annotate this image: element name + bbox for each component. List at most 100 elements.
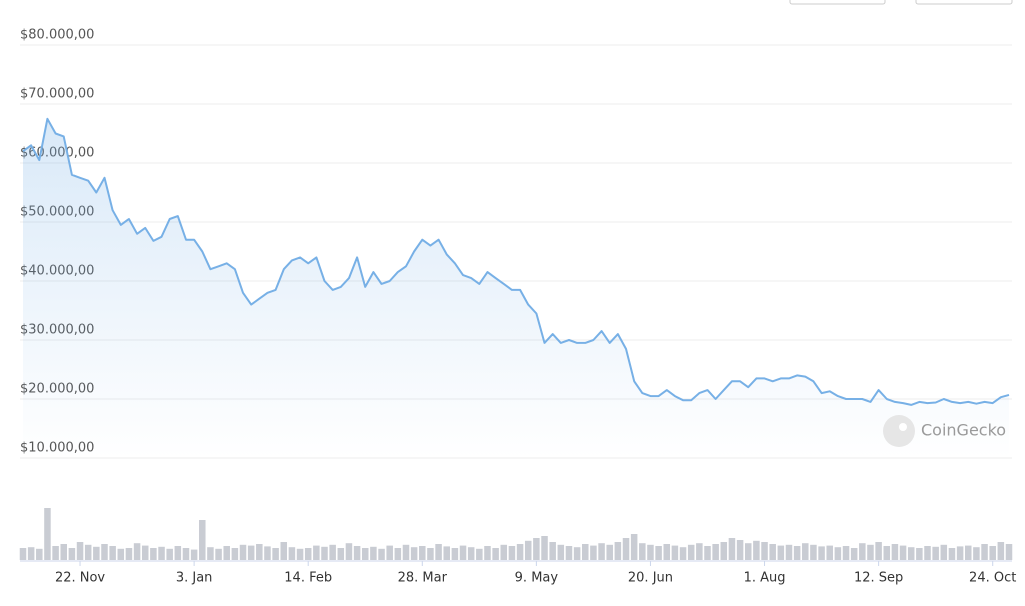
volume-bar: [663, 544, 671, 560]
volume-bar: [761, 542, 768, 560]
volume-bar: [451, 548, 459, 560]
y-tick-label: $70.000,00: [20, 87, 94, 102]
volume-bar: [907, 547, 915, 560]
volume-bar: [989, 546, 996, 560]
volume-bar: [484, 546, 491, 560]
volume-bar: [704, 546, 711, 560]
volume-bar: [125, 548, 133, 560]
volume-bar: [410, 547, 418, 560]
x-tick-label: 14. Feb: [284, 571, 332, 586]
range-button[interactable]: [915, 0, 1013, 5]
x-tick-label: 28. Mar: [398, 571, 448, 586]
volume-bar: [557, 544, 565, 560]
price-area: [23, 118, 1009, 459]
volume-bar: [386, 545, 393, 560]
volume-bar: [476, 548, 483, 560]
volume-bar: [27, 547, 35, 560]
volume-bar: [427, 548, 434, 560]
volume-bar: [533, 538, 540, 560]
volume-bar: [549, 542, 556, 560]
volume-bar: [582, 544, 589, 560]
price-line: [22, 117, 1010, 406]
volume-bar: [402, 544, 410, 560]
volume-bar: [883, 546, 891, 560]
volume-bar: [859, 543, 866, 560]
volume-bar: [1005, 544, 1013, 560]
volume-bar: [850, 548, 858, 560]
volume-bar: [655, 546, 662, 560]
volume-bar: [875, 542, 882, 560]
volume-bar: [614, 542, 622, 560]
plot: [19, 117, 1013, 560]
volume-bar: [443, 546, 450, 560]
volume-bar: [150, 548, 157, 560]
volume-bar: [199, 520, 206, 560]
volume-bar: [622, 538, 630, 560]
volume-bar: [630, 534, 638, 560]
volume-bar: [573, 547, 581, 560]
volume-bar: [964, 545, 972, 560]
volume-bar: [981, 544, 988, 560]
volume-bar: [435, 544, 442, 560]
volume-bar: [76, 542, 84, 560]
volume-bar: [264, 546, 271, 560]
volume-bar: [182, 548, 190, 560]
volume-bar: [948, 548, 956, 560]
volume-bar: [744, 543, 752, 560]
volume-bar: [52, 546, 59, 560]
volume-bar: [802, 543, 809, 560]
volume-bar: [679, 547, 687, 560]
volume-bar: [736, 540, 744, 560]
volume-bar: [231, 548, 239, 560]
volume-bar: [508, 546, 516, 560]
volume-bar: [117, 548, 125, 560]
volume-bar: [247, 545, 255, 560]
volume-bar: [973, 547, 980, 560]
volume-bar: [728, 538, 736, 560]
volume-bar: [492, 548, 499, 560]
x-tick-label: 20. Jun: [628, 571, 673, 586]
volume-bar: [84, 544, 92, 560]
volume-bar: [296, 548, 304, 560]
volume-bar: [541, 536, 548, 560]
watermark-text: CoinGecko: [921, 421, 1006, 440]
volume-bar: [370, 546, 377, 560]
volume-bar: [288, 547, 296, 560]
volume-bar: [36, 548, 43, 560]
volume-bar: [60, 544, 68, 560]
volume-bar: [793, 546, 801, 560]
volume-bar: [93, 546, 100, 560]
volume-bar: [785, 544, 793, 560]
volume-bar: [956, 546, 964, 560]
volume-bar: [133, 543, 141, 560]
volume-bar: [891, 544, 899, 560]
x-tick-label: 3. Jan: [176, 571, 213, 586]
volume-bar: [696, 543, 703, 560]
range-button[interactable]: [789, 0, 886, 5]
volume-bar: [313, 545, 320, 560]
volume-bar: [321, 546, 328, 560]
volume-bar: [109, 546, 116, 560]
volume-bar: [337, 548, 345, 560]
x-tick-label: 12. Sep: [854, 571, 903, 586]
volume-bar: [916, 548, 923, 560]
volume-bar: [565, 546, 573, 560]
volume-bar: [687, 544, 695, 560]
volume-bar: [215, 548, 222, 560]
volume-bar: [239, 544, 247, 560]
volume-bar: [867, 544, 874, 560]
volume-bar: [174, 546, 182, 560]
volume-bar: [44, 508, 51, 560]
volume-bar: [818, 546, 825, 560]
volume-bar: [834, 547, 842, 560]
volume-bar: [524, 540, 532, 560]
volume-bar: [19, 548, 27, 560]
volume-bar: [272, 548, 279, 560]
volume-bar: [141, 545, 149, 560]
volume-bar: [598, 543, 605, 560]
volume-bar: [223, 546, 230, 560]
x-tick-label: 9. May: [515, 571, 559, 586]
volume-bar: [639, 543, 646, 560]
watermark: CoinGecko: [883, 415, 1006, 447]
